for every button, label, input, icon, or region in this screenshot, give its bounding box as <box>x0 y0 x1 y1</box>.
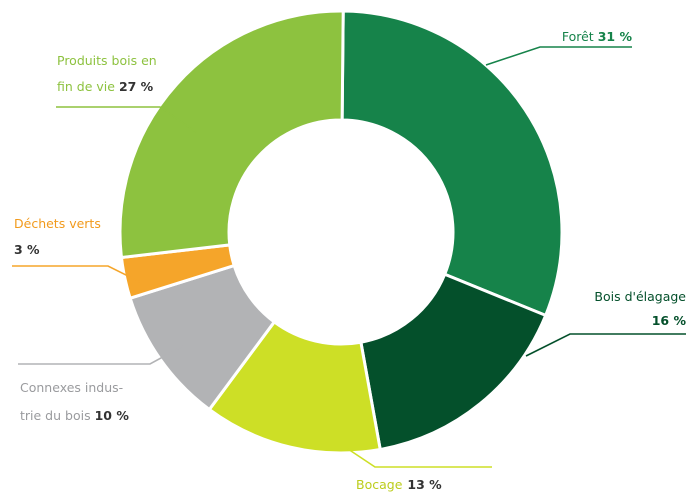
leader-line-elagage <box>525 333 686 357</box>
leader-line-connexes <box>18 345 184 365</box>
label-dechets-pct: 3 % <box>14 242 40 257</box>
slice-produits-bois-en-fin-de-vie <box>118 9 345 260</box>
label-bocage: Bocage 13 % <box>356 477 442 492</box>
label-produits-pct: 27 % <box>119 79 154 94</box>
label-elagage-pct: 16 % <box>652 313 687 328</box>
leader-line-foret <box>485 46 632 66</box>
label-connexes-pct: 10 % <box>95 408 130 423</box>
label-connexes-line2: trie du bois 10 % <box>20 408 129 423</box>
leader-line-bocage <box>344 446 492 468</box>
label-connexes-line1: Connexes indus- <box>20 380 123 395</box>
label-produits-line2: fin de vie 27 % <box>57 79 154 94</box>
leader-line-dechets <box>12 265 141 283</box>
label-bocage-name: Bocage <box>356 477 403 492</box>
label-produits-line1: Produits bois en <box>57 53 157 68</box>
label-dechets-name: Déchets verts <box>14 216 101 231</box>
label-connexes-name2: trie du bois <box>20 408 91 423</box>
label-foret-pct: 31 % <box>598 29 633 44</box>
slice-bois-d-lagage <box>359 272 548 452</box>
label-foret: Forêt 31 % <box>562 29 633 44</box>
slice-for-t <box>340 9 564 318</box>
label-produits-name2: fin de vie <box>57 79 115 94</box>
label-bocage-pct: 13 % <box>407 477 442 492</box>
donut-slices <box>118 9 564 455</box>
label-elagage-name: Bois d'élagage <box>594 289 686 304</box>
leader-line-produits <box>56 106 197 133</box>
label-foret-name: Forêt <box>562 29 594 44</box>
